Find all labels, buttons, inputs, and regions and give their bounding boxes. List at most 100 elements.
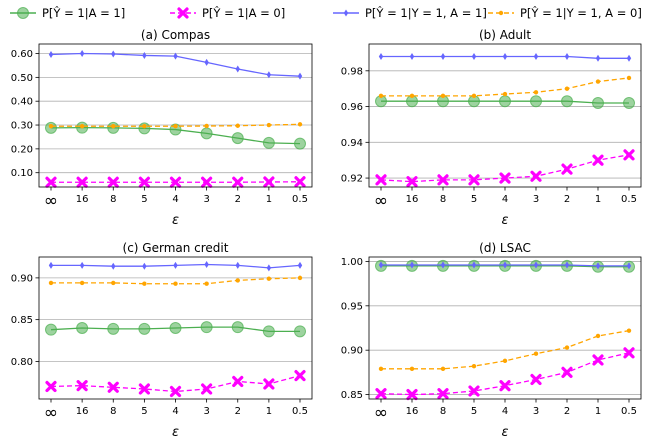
data-point bbox=[231, 321, 244, 334]
x-tick-label: 16 bbox=[76, 406, 89, 417]
data-point bbox=[45, 176, 57, 188]
chart-panels: (a) Compas 0.10 0.20 0.30 0.40 0.50 0.60 ∞ 16 8 5 4… bbox=[11, 28, 642, 439]
data-point bbox=[107, 176, 119, 188]
data-point bbox=[502, 53, 508, 61]
data-point bbox=[409, 93, 415, 99]
data-point bbox=[48, 280, 54, 286]
legend-marker bbox=[177, 7, 189, 19]
legend-entry: P[Ŷ = 1|A = 0] bbox=[170, 5, 285, 20]
series bbox=[375, 347, 635, 401]
data-point bbox=[471, 261, 477, 269]
series bbox=[378, 53, 632, 62]
data-point bbox=[235, 65, 240, 73]
x-tick-label: 0.5 bbox=[621, 406, 637, 417]
x-tick-label: 4 bbox=[172, 194, 178, 205]
y-tick-label: 0.20 bbox=[11, 144, 33, 155]
series bbox=[45, 176, 306, 188]
data-point bbox=[294, 176, 306, 188]
data-point bbox=[266, 276, 272, 281]
x-tick-label: 8 bbox=[110, 406, 116, 417]
x-axis-label: ε bbox=[172, 425, 179, 439]
x-tick-label: ∞ bbox=[374, 191, 388, 211]
data-point bbox=[592, 154, 604, 166]
chart-panel: (d) LSAC 0.85 0.90 0.95 1.00 ∞ 16 8 5 4 3 2 1 0.5 ε bbox=[341, 241, 642, 439]
data-point bbox=[626, 54, 632, 62]
data-point bbox=[437, 174, 449, 186]
data-point bbox=[204, 281, 209, 286]
data-point bbox=[48, 261, 54, 269]
data-point bbox=[142, 281, 147, 286]
x-tick-label: 4 bbox=[172, 406, 178, 417]
data-point bbox=[406, 176, 418, 188]
x-tick-label: 1 bbox=[266, 406, 272, 417]
data-point bbox=[533, 261, 539, 269]
x-tick-label: 2 bbox=[235, 194, 241, 205]
data-point bbox=[564, 86, 570, 91]
data-point bbox=[142, 124, 147, 129]
data-point bbox=[592, 96, 604, 109]
data-point bbox=[595, 54, 601, 62]
data-point bbox=[266, 122, 272, 128]
data-point bbox=[173, 261, 178, 269]
data-point bbox=[592, 354, 604, 366]
data-point bbox=[623, 149, 635, 161]
data-point bbox=[564, 345, 570, 350]
data-point bbox=[48, 124, 54, 129]
data-point bbox=[378, 93, 384, 99]
data-point bbox=[173, 52, 178, 60]
x-tick-label: 5 bbox=[141, 194, 147, 205]
data-point bbox=[294, 325, 306, 338]
data-point bbox=[440, 366, 446, 372]
data-point bbox=[297, 275, 303, 281]
data-point bbox=[266, 264, 272, 272]
data-point bbox=[440, 93, 446, 99]
data-point bbox=[595, 79, 601, 84]
data-point bbox=[471, 53, 477, 61]
data-point bbox=[200, 321, 213, 334]
data-point bbox=[204, 123, 209, 129]
y-tick-label: 1.00 bbox=[341, 257, 363, 268]
chart-panel: (c) German credit 0.80 0.85 0.90 ∞ 16 8 5 4 3 2 1 0.… bbox=[11, 241, 313, 439]
x-tick-label: 3 bbox=[203, 406, 209, 417]
data-point bbox=[262, 136, 275, 149]
y-tick-label: 0.95 bbox=[341, 301, 363, 312]
x-tick-label: ∞ bbox=[44, 403, 58, 423]
data-point bbox=[375, 174, 387, 186]
series bbox=[45, 321, 306, 338]
y-tick-label: 0.40 bbox=[11, 97, 33, 108]
y-tick-label: 0.60 bbox=[11, 49, 33, 60]
x-tick-label: 5 bbox=[141, 406, 147, 417]
data-point bbox=[561, 366, 573, 378]
data-point bbox=[107, 322, 120, 335]
data-point bbox=[623, 96, 635, 109]
data-point bbox=[468, 385, 480, 397]
series bbox=[378, 261, 632, 270]
x-tick-label: 2 bbox=[564, 406, 570, 417]
series bbox=[48, 261, 303, 272]
data-point bbox=[440, 53, 446, 61]
data-point bbox=[623, 347, 635, 359]
data-point bbox=[533, 351, 539, 356]
x-tick-label: 5 bbox=[471, 406, 477, 417]
x-tick-label: 5 bbox=[471, 194, 477, 205]
data-point bbox=[595, 262, 601, 270]
data-point bbox=[378, 53, 384, 61]
data-point bbox=[502, 358, 508, 364]
x-tick-label: 3 bbox=[203, 194, 209, 205]
data-point bbox=[499, 95, 511, 108]
data-point bbox=[142, 262, 147, 270]
data-point bbox=[564, 53, 570, 61]
data-point bbox=[294, 370, 306, 382]
series-line bbox=[381, 330, 630, 370]
data-point bbox=[564, 261, 570, 269]
x-tick-label: 16 bbox=[406, 194, 419, 205]
data-point bbox=[232, 176, 244, 188]
x-tick-label: 0.5 bbox=[292, 194, 308, 205]
data-point bbox=[499, 380, 511, 392]
y-tick-label: 0.85 bbox=[11, 315, 33, 326]
data-point bbox=[409, 261, 415, 269]
chart-title: (d) LSAC bbox=[479, 241, 531, 255]
data-point bbox=[201, 176, 213, 188]
legend-entry: P[Ŷ = 1|A = 1] bbox=[10, 5, 125, 20]
y-tick-label: 0.85 bbox=[341, 390, 363, 401]
